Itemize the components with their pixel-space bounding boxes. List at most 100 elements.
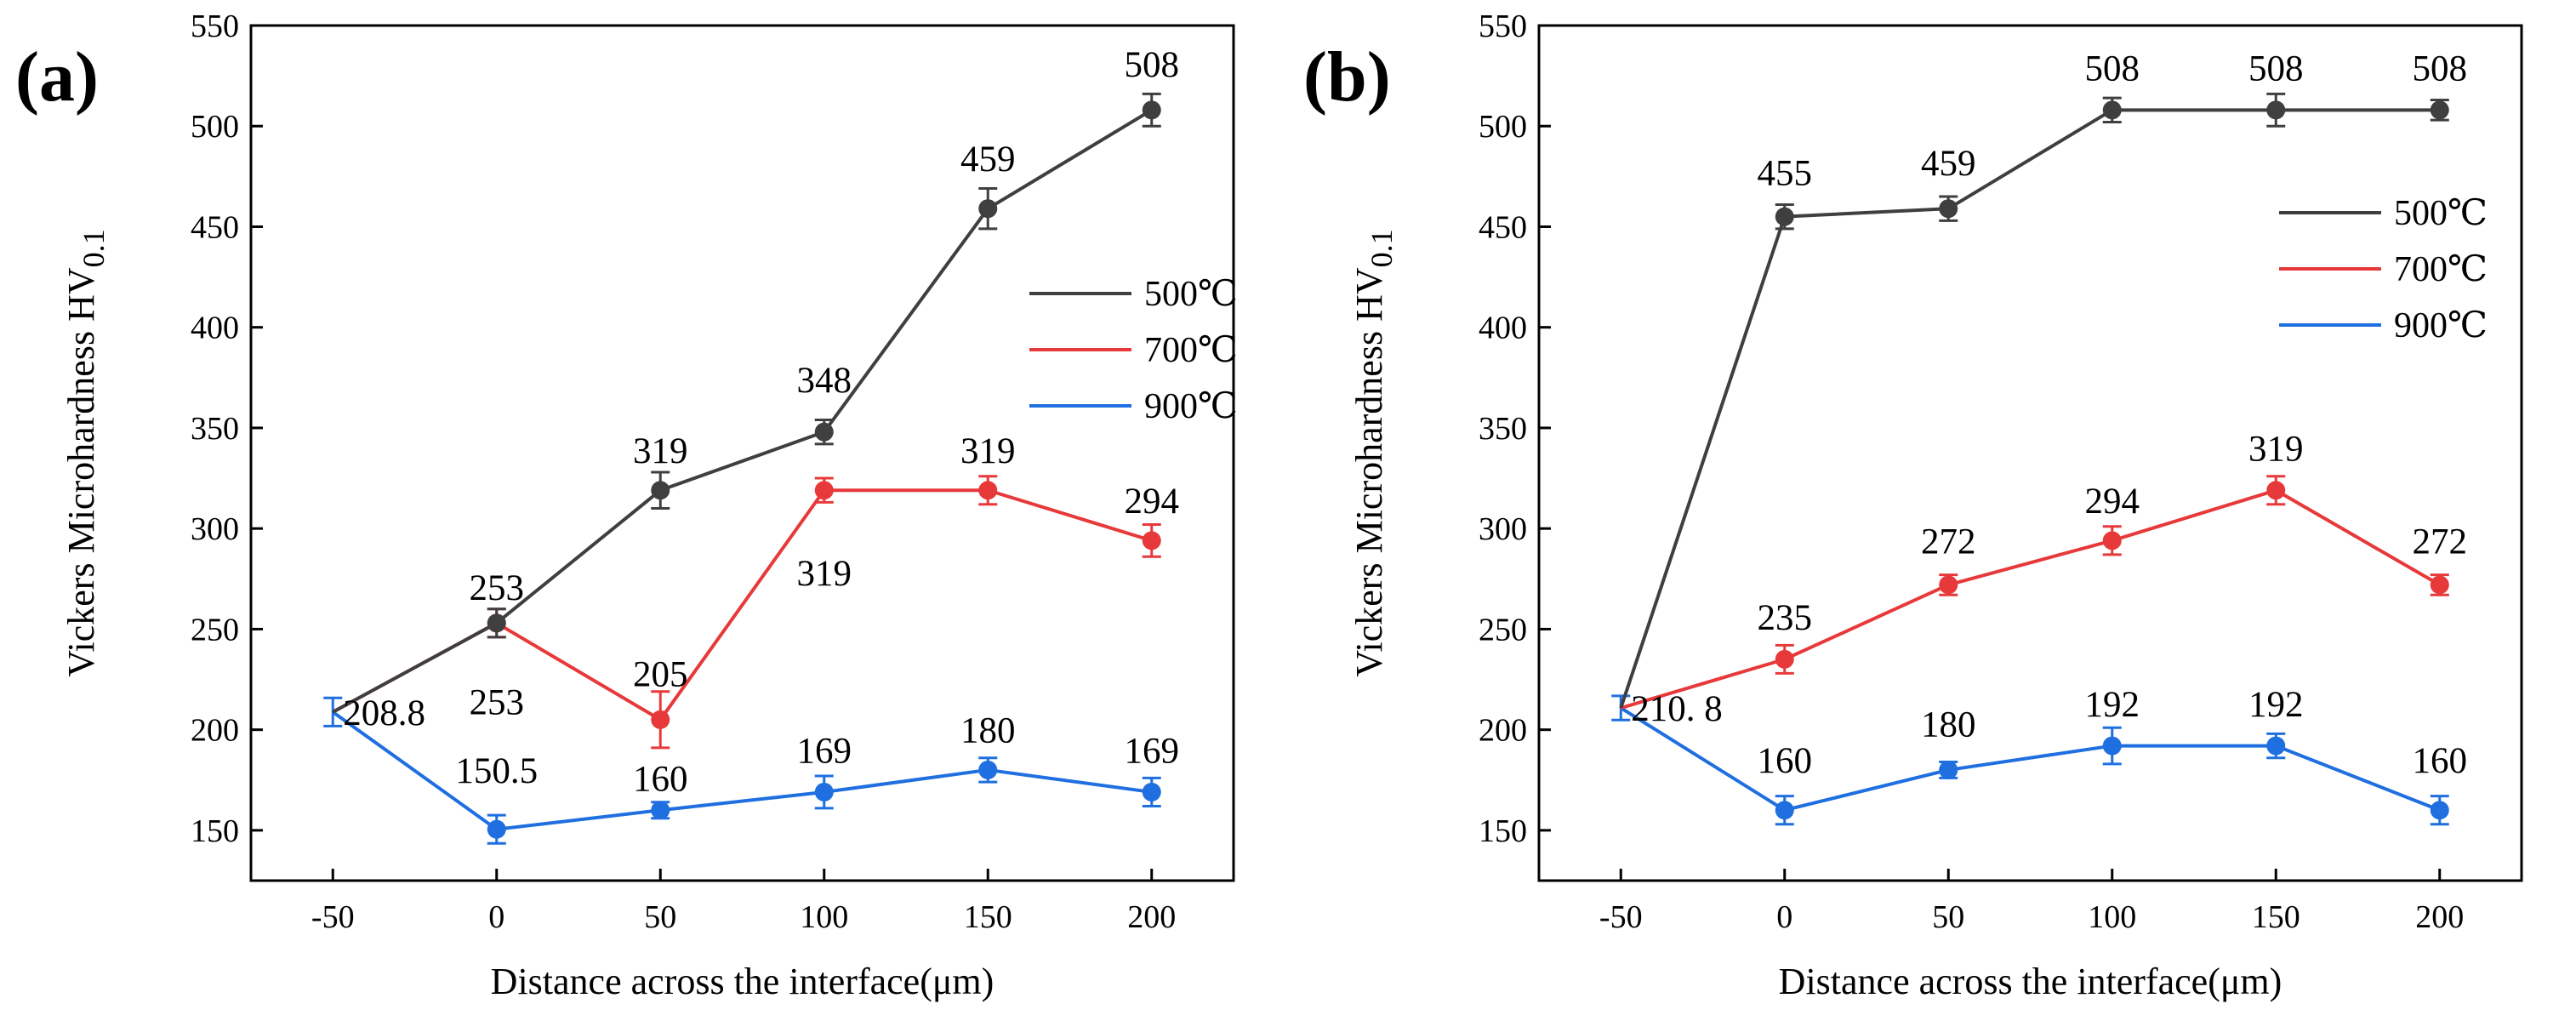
x-tick-label-a-2: 50	[644, 899, 676, 935]
y-tick-label-a-250: 250	[191, 612, 239, 647]
y-tick-label-b-400: 400	[1479, 311, 1527, 346]
data-point-b-2-1	[1775, 801, 1794, 820]
x-tick-label-b-1: 0	[1776, 899, 1792, 935]
x-axis-title-a: Distance across the interface(μm)	[491, 961, 994, 1002]
data-label-b-10: 508	[2248, 49, 2304, 89]
x-tick-label-b-5: 200	[2415, 899, 2464, 935]
data-point-a-2-3	[814, 782, 834, 801]
data-point-b-1-5	[2430, 575, 2449, 595]
y-axis-title-sub-b: 0.1	[1365, 229, 1399, 267]
y-tick-label-a-350: 350	[191, 411, 239, 447]
data-label-a-12: 180	[960, 711, 1016, 751]
data-label-b-4: 459	[1921, 144, 1976, 184]
data-point-a-1-4	[978, 481, 998, 500]
y-tick-label-a-150: 150	[191, 813, 239, 849]
data-point-a-0-5	[1142, 100, 1161, 120]
legend-label-b-1: 700℃	[2394, 250, 2488, 289]
data-label-a-0: 208.8	[343, 693, 425, 733]
y-tick-label-a-400: 400	[191, 311, 239, 346]
data-point-a-1-2	[651, 710, 670, 729]
y-axis-title-main-b: Vickers Microhardness HV	[1348, 267, 1390, 676]
panel-label-b: (b)	[1303, 37, 1391, 117]
data-label-a-2: 253	[470, 683, 525, 723]
chart-a-svg: (a) 150 200 250 300 350 400 450 500 550 -50 0 50 100 1…	[15, 9, 1238, 1002]
plot-frame-b	[1537, 24, 2523, 882]
data-label-b-9: 192	[2085, 685, 2140, 725]
data-label-a-4: 319	[633, 431, 688, 471]
data-point-b-0-5	[2430, 100, 2449, 120]
data-point-b-1-4	[2266, 481, 2286, 500]
x-tick-label-b-2: 50	[1932, 899, 1964, 935]
data-point-b-0-4	[2266, 100, 2286, 120]
chart-panel-a: (a) 150 200 250 300 350 400 450 500 550 -50 0 50 100 1…	[15, 9, 1238, 1002]
data-point-b-1-2	[1939, 575, 1958, 595]
data-point-a-1-3	[814, 481, 834, 500]
y-axis-title-a: Vickers Microhardness HV0.1	[60, 229, 111, 676]
data-label-a-15: 169	[1125, 731, 1180, 771]
data-label-a-11: 319	[960, 431, 1016, 471]
chart-b-svg: (b) 150 200 250 300 350 400 450 500 550 -50 0 50 100 1…	[1303, 9, 2523, 1002]
y-tick-label-b-350: 350	[1479, 411, 1527, 447]
data-point-b-0-1	[1775, 207, 1794, 226]
data-label-a-8: 319	[797, 554, 852, 594]
series-line-a-1	[332, 488, 1153, 722]
x-tick-label-a-1: 0	[488, 899, 504, 935]
data-label-b-8: 294	[2085, 482, 2140, 522]
x-tick-label-b-4: 150	[2252, 899, 2300, 935]
y-tick-label-b-500: 500	[1479, 109, 1527, 145]
y-tick-label-a-300: 300	[191, 511, 239, 547]
x-axis-title-b: Distance across the interface(μm)	[1779, 961, 2282, 1002]
data-label-a-5: 205	[633, 654, 688, 694]
y-tick-label-a-550: 550	[191, 9, 239, 44]
data-point-a-1-5	[1142, 531, 1161, 550]
data-point-a-0-4	[978, 199, 998, 219]
series-line-b-0	[1619, 108, 2440, 709]
y-tick-label-b-450: 450	[1479, 209, 1527, 245]
data-label-a-6: 160	[633, 759, 688, 799]
plot-frame-a	[249, 24, 1235, 882]
x-tick-label-b-3: 100	[2088, 899, 2136, 935]
y-axis-title-b: Vickers Microhardness HV0.1	[1348, 229, 1399, 676]
data-point-b-1-1	[1775, 649, 1794, 669]
data-point-a-2-4	[978, 760, 998, 779]
y-axis-title-sub-a: 0.1	[77, 229, 111, 267]
y-tick-label-b-550: 550	[1479, 9, 1527, 44]
y-tick-label-b-200: 200	[1479, 713, 1527, 749]
legend-label-a-0: 500℃	[1144, 275, 1238, 314]
data-label-a-10: 459	[960, 140, 1016, 180]
legend-label-b-2: 900℃	[2394, 306, 2488, 345]
data-point-b-1-3	[2102, 531, 2122, 550]
data-label-b-6: 180	[1921, 705, 1976, 745]
data-label-b-0: 210. 8	[1631, 689, 1723, 729]
data-label-b-12: 192	[2248, 685, 2304, 725]
data-label-b-1: 455	[1758, 154, 1813, 194]
data-label-a-1: 253	[470, 568, 525, 608]
x-tick-label-a-3: 100	[800, 899, 848, 935]
data-label-b-7: 508	[2085, 49, 2140, 89]
data-label-a-3: 150.5	[455, 751, 538, 791]
data-label-a-14: 294	[1125, 482, 1180, 522]
x-tick-label-b-0: -50	[1599, 899, 1643, 935]
data-point-b-0-3	[2102, 100, 2122, 120]
data-label-b-15: 160	[2413, 741, 2468, 781]
data-point-b-0-2	[1939, 199, 1958, 219]
data-point-a-2-5	[1142, 782, 1161, 801]
data-point-b-2-4	[2266, 736, 2286, 756]
data-label-b-3: 160	[1758, 741, 1813, 781]
y-tick-label-b-150: 150	[1479, 813, 1527, 849]
data-point-b-2-3	[2102, 736, 2122, 756]
data-label-b-2: 235	[1758, 598, 1813, 638]
data-label-a-7: 348	[797, 361, 852, 401]
data-point-b-2-2	[1939, 760, 1958, 779]
y-tick-label-a-200: 200	[191, 713, 239, 749]
data-label-a-9: 169	[797, 731, 852, 771]
series-line-b-1	[1620, 488, 2441, 710]
data-label-b-5: 272	[1921, 522, 1976, 562]
y-tick-label-a-450: 450	[191, 209, 239, 245]
data-label-a-13: 508	[1125, 45, 1180, 85]
legend-label-b-0: 500℃	[2394, 194, 2488, 233]
panel-label-a: (a)	[15, 37, 99, 117]
legend-label-a-1: 700℃	[1144, 331, 1238, 370]
data-point-a-2-2	[651, 801, 670, 820]
y-tick-label-b-300: 300	[1479, 511, 1527, 547]
